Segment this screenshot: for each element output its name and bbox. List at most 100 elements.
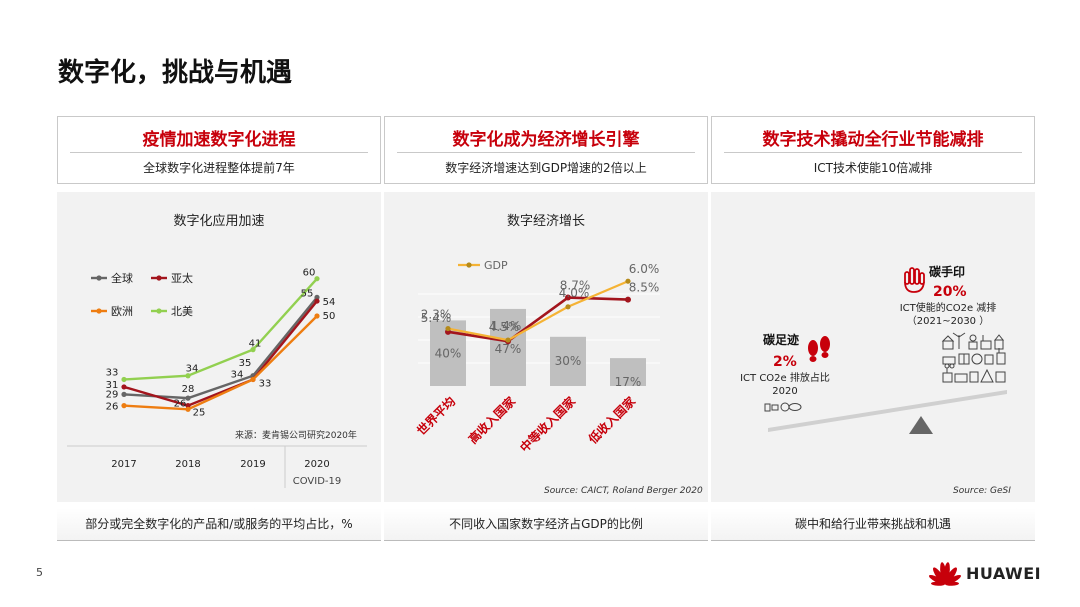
divider [397, 152, 695, 153]
card-heading: 数字化成为经济增长引擎 [452, 130, 640, 150]
data-point [121, 403, 127, 409]
page-number: 5 [36, 566, 43, 579]
data-label: 33 [106, 367, 119, 378]
data-label: 55 [301, 288, 314, 299]
legend-marker [96, 275, 102, 281]
carbon-illustration: 碳手印 20% ICT使能的CO2e 减排 （2021~2030 ） 碳足迹 2… [740, 264, 1007, 434]
bar-label: 40% [435, 346, 462, 360]
data-label: 26 [174, 399, 187, 410]
series-line [123, 300, 318, 407]
bar-label: 30% [555, 354, 582, 368]
covid-label: COVID-19 [293, 476, 342, 487]
data-label: 8.7% [560, 279, 591, 293]
data-point [185, 406, 191, 412]
chart-source: 来源：麦肯锡公司研究2020年 [235, 431, 357, 441]
category-label: 低收入国家 [584, 393, 638, 447]
data-label: 29 [106, 389, 119, 400]
hand-icon [904, 267, 925, 293]
data-point [121, 376, 127, 383]
panel-footer: 碳中和给行业带来挑战和机遇 [711, 508, 1035, 541]
card-subheading: ICT技术使能10倍减排 [813, 161, 933, 175]
data-point [250, 347, 256, 353]
handprint-period: （2021~2030 ） [907, 315, 989, 327]
data-point [121, 384, 127, 390]
legend-label: 亚太 [171, 272, 193, 285]
card-head-2: 数字化成为经济增长引擎 数字经济增速达到GDP增速的2倍以上 [384, 116, 708, 184]
ict-icons [764, 402, 802, 412]
x-tick-label: 2018 [175, 459, 200, 470]
brand-name: HUAWEI [966, 564, 1042, 583]
legend-marker [156, 308, 162, 314]
slide-title: 数字化，挑战与机遇 [58, 58, 293, 88]
chart-source: Source: CAICT, Roland Berger 2020 [544, 486, 703, 496]
data-label: 60 [303, 268, 316, 279]
card-subheading: 全球数字化进程整体提前7年 [143, 161, 295, 175]
card-heading: 数字技术撬动全行业节能减排 [762, 130, 984, 150]
data-label: 33 [259, 378, 272, 389]
handprint-desc: ICT使能的CO2e 减排 [900, 301, 997, 314]
data-label: 41 [249, 339, 262, 350]
legend-marker [156, 275, 162, 281]
legend-marker [96, 308, 102, 314]
data-point [565, 304, 571, 310]
panel-footer: 不同收入国家数字经济占GDP的比例 [384, 508, 708, 541]
data-point [121, 391, 127, 397]
data-label: 50 [323, 311, 336, 322]
legend-label: 全球 [111, 271, 133, 285]
bar [490, 308, 526, 386]
data-label: 34 [186, 364, 199, 375]
data-label: 4.0% [559, 286, 590, 300]
category-label: 世界平均 [414, 394, 459, 439]
seesaw-icon [768, 390, 1007, 434]
data-label: 2.3% [421, 308, 452, 322]
divider [724, 152, 1022, 153]
footprints-icon [808, 336, 830, 362]
handprint-value: 20% [933, 284, 967, 300]
data-point [565, 294, 571, 301]
card-heading: 疫情加速数字化进程 [142, 130, 296, 150]
footprint-year: 2020 [772, 386, 797, 397]
data-point [314, 313, 320, 319]
chart-source: Source: GeSI [953, 486, 1011, 496]
x-tick-label: 2017 [111, 459, 136, 470]
card-subheading: 数字经济增速达到GDP增速的2倍以上 [445, 161, 647, 175]
card-head-3: 数字技术撬动全行业节能减排 ICT技术使能10倍减排 [711, 116, 1035, 184]
data-point [314, 294, 320, 300]
panel-carbon: 碳手印 20% ICT使能的CO2e 减排 （2021~2030 ） 碳足迹 2… [711, 192, 1035, 502]
data-point [314, 298, 320, 304]
bar-label: 17% [615, 375, 642, 389]
footprint-value: 2% [773, 354, 797, 370]
data-point [185, 395, 191, 401]
data-label: 35 [239, 358, 252, 369]
series-line [123, 277, 318, 381]
data-label: 5.4% [421, 311, 452, 325]
footprint-desc: ICT CO2e 排放占比 [740, 371, 830, 384]
industry-icons [941, 332, 1006, 383]
chart-title: 数字经济增长 [506, 214, 585, 229]
data-label: 54 [323, 297, 336, 308]
huawei-flower-icon [929, 562, 961, 586]
data-label: 31 [106, 380, 119, 391]
data-point [445, 325, 451, 332]
panel-footer: 部分或完全数字化的产品和/或服务的平均占比，% [57, 508, 381, 541]
divider [70, 152, 368, 153]
data-point [314, 276, 320, 282]
series-line [447, 280, 629, 342]
legend-marker [466, 262, 472, 268]
legend-label: 北美 [171, 305, 193, 318]
data-point [250, 376, 256, 383]
legend-label: GDP [484, 259, 508, 272]
data-point [625, 296, 631, 303]
data-label: 28 [182, 384, 195, 395]
data-label: 25 [193, 407, 206, 418]
data-label: 6.0% [629, 262, 660, 276]
bar-label: 47% [495, 342, 522, 356]
huawei-logo: HUAWEI [928, 558, 1048, 588]
series-line [123, 315, 318, 411]
legend-label: 欧洲 [111, 305, 133, 318]
data-point [185, 373, 191, 379]
bar-line-chart: 40% 47% 30% 17% 5.4% 4.5% 8.7% 8.5% 2.3% 1.4% 4.0%… [414, 259, 660, 455]
data-label: 1.4% [491, 319, 522, 333]
x-tick-label: 2020 [304, 459, 329, 470]
